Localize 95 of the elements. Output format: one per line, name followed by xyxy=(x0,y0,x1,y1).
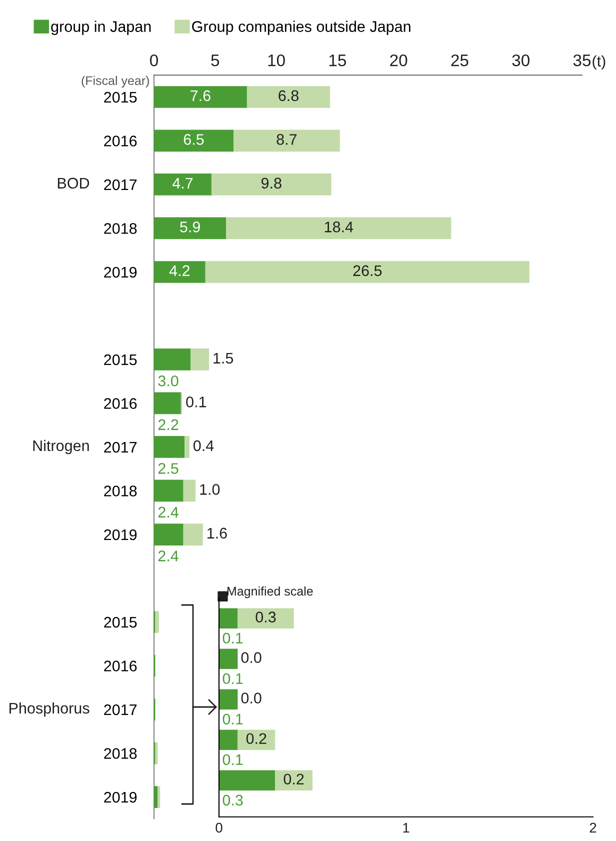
chart-title: Magnified scale xyxy=(228,586,313,598)
bar xyxy=(205,261,530,283)
y-tick-label: 2017 xyxy=(104,179,137,190)
data-label: 0.0 xyxy=(241,652,262,663)
data-label: 9.8 xyxy=(261,178,282,189)
y-tick-label: 2018 xyxy=(104,486,137,496)
bar xyxy=(155,611,159,633)
text: Nitrogen xyxy=(33,440,89,454)
x-axis-title: (t) xyxy=(592,55,606,70)
bar xyxy=(154,130,234,152)
x-tick-label: 0 xyxy=(216,822,222,833)
data-label: 0.3 xyxy=(222,794,243,806)
y-tick-label: 2017 xyxy=(104,442,137,453)
y-tick-label: 2016 xyxy=(104,398,137,409)
data-label: 2.5 xyxy=(158,463,178,474)
legend-label: group in Japan xyxy=(51,20,151,35)
bar xyxy=(275,770,312,791)
bar xyxy=(158,786,160,808)
x-tick-label: 25 xyxy=(451,54,468,66)
y-tick-label: 2015 xyxy=(104,616,137,628)
data-label: 2.2 xyxy=(158,419,178,430)
bar xyxy=(226,217,452,240)
y-tick-label: 2017 xyxy=(104,704,137,716)
bar xyxy=(219,689,238,710)
bar xyxy=(154,786,158,808)
bar xyxy=(246,86,330,108)
text: Phosphorus xyxy=(10,702,90,717)
bar xyxy=(183,524,203,546)
data-label: 5.9 xyxy=(180,222,200,232)
y-tick-label: 2018 xyxy=(104,748,137,759)
bar xyxy=(211,174,332,196)
data-label: 3.0 xyxy=(158,376,178,386)
data-label: 0.3 xyxy=(256,612,276,622)
data-label: 4.2 xyxy=(169,265,190,276)
bar xyxy=(154,348,191,370)
y-tick-label: 2015 xyxy=(104,92,137,103)
data-label: 1.6 xyxy=(208,528,227,539)
y-tick-label: 2015 xyxy=(104,354,137,366)
bar xyxy=(190,348,210,370)
data-label: 0.1 xyxy=(222,754,243,766)
bar xyxy=(184,436,190,458)
bar xyxy=(154,524,184,546)
bar xyxy=(154,480,184,502)
data-label: 8.7 xyxy=(276,134,297,145)
data-label: 7.6 xyxy=(190,90,210,102)
data-label: 0.1 xyxy=(186,396,206,408)
x-tick-label: 1 xyxy=(403,822,410,832)
bar xyxy=(154,86,247,108)
x-tick-label: 10 xyxy=(268,54,285,66)
bar xyxy=(183,480,196,502)
bar xyxy=(219,730,238,750)
bar xyxy=(233,130,340,152)
bar xyxy=(154,392,181,414)
data-label: 26.5 xyxy=(353,265,382,276)
bar xyxy=(154,174,212,196)
data-label: 0.0 xyxy=(241,692,262,704)
x-tick-label: 2 xyxy=(590,822,596,832)
data-label: 0.4 xyxy=(193,440,214,452)
y-tick-label: 2018 xyxy=(104,223,137,234)
data-label: 0.2 xyxy=(284,774,304,785)
legend-label: Group companies outside Japan xyxy=(192,20,410,35)
data-label: 18.4 xyxy=(324,222,354,232)
data-label: 0.1 xyxy=(222,673,243,684)
bar xyxy=(155,742,158,764)
data-label: 0.1 xyxy=(222,714,243,725)
text: BOD xyxy=(58,178,90,189)
y-tick-label: 2019 xyxy=(104,792,137,803)
y-tick-label: 2019 xyxy=(104,529,137,540)
x-tick-label: 5 xyxy=(211,54,220,66)
x-tick-label: 20 xyxy=(390,54,408,66)
y-tick-label: 2016 xyxy=(104,136,137,146)
data-label: 2.4 xyxy=(158,550,178,562)
bar xyxy=(238,608,294,629)
bar xyxy=(219,608,238,629)
data-label: 6.5 xyxy=(184,134,204,145)
x-tick-label: 15 xyxy=(329,54,346,66)
data-label: 1.5 xyxy=(214,352,234,364)
x-tick-label: 35 xyxy=(573,54,591,66)
y-tick-label: 2016 xyxy=(104,660,137,672)
bar xyxy=(154,261,206,283)
data-label: 1.0 xyxy=(200,484,220,495)
data-label: 4.7 xyxy=(172,178,193,188)
data-label: 0.1 xyxy=(222,632,243,644)
data-label: 6.8 xyxy=(278,90,298,102)
bar xyxy=(219,648,238,670)
text: (Fiscal year) xyxy=(82,76,149,88)
bar xyxy=(238,730,276,750)
bar xyxy=(219,770,276,791)
x-tick-label: 30 xyxy=(512,54,530,66)
bar xyxy=(154,217,226,240)
x-tick-label: 0 xyxy=(150,54,158,66)
y-tick-label: 2019 xyxy=(104,266,137,278)
bar xyxy=(154,436,185,458)
data-label: 2.4 xyxy=(158,506,178,518)
data-label: 0.2 xyxy=(246,733,266,744)
